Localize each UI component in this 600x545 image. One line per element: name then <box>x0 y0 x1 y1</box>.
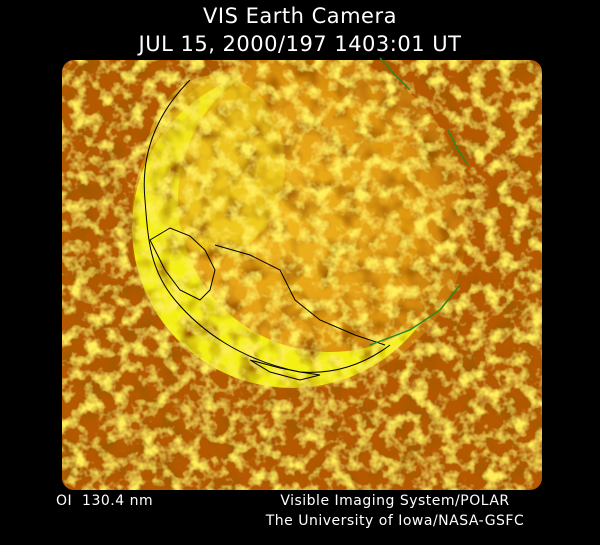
outline <box>369 284 461 346</box>
timestamp: JUL 15, 2000/197 1403:01 UT <box>138 32 462 56</box>
credit: The University of Iowa/NASA-GSFC <box>265 513 525 529</box>
outline <box>447 129 469 166</box>
coastline <box>214 244 386 346</box>
title: VIS Earth Camera <box>203 4 397 28</box>
dayglow <box>145 75 285 255</box>
credit: Visible Imaging System/POLAR <box>280 493 510 509</box>
wavelength: OI 130.4 nm <box>56 493 154 509</box>
coastline <box>249 359 321 381</box>
image-field <box>62 60 542 490</box>
coastlines <box>143 79 391 381</box>
coastline <box>143 79 391 373</box>
coastline <box>149 227 216 301</box>
green-outlines <box>369 57 469 346</box>
outline <box>379 57 411 91</box>
